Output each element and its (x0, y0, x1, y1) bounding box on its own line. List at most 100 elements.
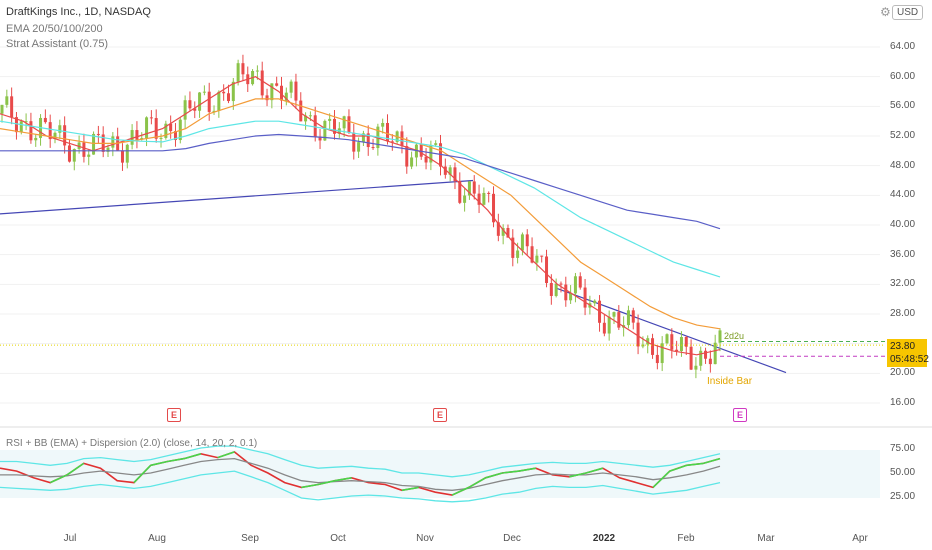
candle-body (617, 312, 621, 328)
candle-body (540, 255, 544, 257)
candle-body (212, 110, 216, 112)
candle-body (82, 142, 86, 157)
candle-body (467, 181, 471, 196)
candle-body (679, 336, 683, 352)
rsi-up-segment (401, 486, 419, 492)
candle-body (636, 322, 640, 347)
y-tick-label: 36.00 (890, 248, 916, 260)
candle-body (511, 237, 515, 258)
candle-body (149, 117, 153, 119)
rsi-up-segment (183, 453, 202, 460)
earnings-marker-aug[interactable]: E (167, 408, 181, 422)
x-tick-label: Mar (757, 533, 775, 544)
rsi-up-segment (301, 483, 319, 489)
candle-body (202, 91, 206, 93)
candle-body (92, 133, 96, 155)
rsi-y-tick-label: 75.00 (890, 443, 916, 454)
candle-body (323, 120, 327, 141)
candle-body (279, 85, 283, 101)
candle-body (545, 256, 549, 284)
y-tick-label: 44.00 (890, 189, 916, 201)
candle-body (275, 83, 279, 86)
x-tick-label: Jul (63, 533, 77, 544)
candle-body (19, 121, 23, 133)
rsi-up-segment (334, 477, 352, 482)
rsi-up-segment (317, 479, 336, 486)
candle-body (559, 283, 563, 285)
rsi-up-segment (669, 464, 687, 472)
x-tick-label: Apr (852, 533, 868, 544)
candle-body (217, 91, 221, 111)
candle-body (684, 336, 688, 347)
candle-body (699, 350, 703, 366)
x-tick-label: Dec (503, 533, 521, 544)
support-trendline (0, 179, 474, 215)
price-lines (0, 340, 885, 357)
rsi-up-segment (518, 467, 536, 472)
candle-body (501, 228, 505, 236)
candle-body (255, 70, 259, 72)
earnings-marker-nov[interactable]: E (433, 408, 447, 422)
candle-body (294, 81, 298, 101)
y-tick-label: 60.00 (890, 70, 916, 82)
rsi-indicator-label[interactable]: RSI + BB (EMA) + Dispersion (2.0) (close… (6, 438, 258, 449)
candle-body (583, 287, 587, 308)
candle-body (207, 91, 211, 112)
candle-body (626, 310, 630, 326)
rsi-series-1 (0, 457, 721, 491)
x-tick-label: Aug (148, 533, 166, 544)
candle-body (260, 70, 264, 96)
ema-indicator-label[interactable]: EMA 20/50/100/200 (6, 23, 103, 35)
candle-body (106, 147, 110, 152)
candle-body (154, 118, 158, 139)
y-tick-label: 20.00 (890, 367, 916, 379)
candle-body (631, 310, 635, 323)
candle-body (602, 322, 606, 334)
rsi-up-segment (686, 462, 704, 467)
candle-body (530, 246, 534, 263)
rsi-up-segment (502, 470, 520, 474)
candle-body (96, 133, 100, 135)
candle-body (713, 342, 717, 365)
candle-body (222, 91, 226, 94)
rsi-up-segment (49, 474, 68, 484)
candle-body (164, 123, 168, 138)
candles (0, 54, 722, 379)
candle-body (549, 283, 553, 296)
rsi-up-segment (217, 451, 235, 459)
x-tick-label: Nov (416, 533, 434, 544)
rsi-up-segment (150, 460, 168, 467)
candle-body (130, 130, 134, 145)
settings-gear-icon[interactable]: ⚙ (880, 5, 891, 19)
strat-indicator-label[interactable]: Strat Assistant (0.75) (6, 38, 109, 50)
earnings-marker-feb[interactable]: E (733, 408, 747, 422)
rsi-up-segment (485, 472, 503, 479)
candle-body (564, 284, 568, 301)
candle-body (120, 150, 124, 163)
candle-body (434, 143, 438, 145)
candle-body (125, 144, 129, 163)
candle-body (0, 104, 4, 114)
candle-body (405, 146, 409, 167)
rsi-up-segment (167, 457, 185, 463)
candle-body (29, 121, 33, 141)
rsi-up-segment (468, 477, 486, 489)
candle-body (347, 116, 351, 133)
candle-body (87, 154, 91, 157)
rsi-up-segment (585, 467, 604, 474)
last-price: 23.80 (890, 341, 916, 352)
candle-body (361, 133, 365, 143)
inside-bar-label: Inside Bar (707, 376, 753, 387)
rsi-up-segment (569, 472, 587, 478)
candle-body (328, 118, 332, 121)
candle-body (506, 228, 510, 238)
y-tick-label: 56.00 (890, 100, 916, 112)
y-tick-label: 48.00 (890, 159, 916, 171)
candle-body (424, 156, 428, 163)
currency-button[interactable]: USD (892, 5, 924, 20)
candle-body (578, 276, 582, 288)
candle-body (111, 136, 115, 148)
candle-body (193, 108, 197, 111)
candle-body (304, 115, 308, 122)
